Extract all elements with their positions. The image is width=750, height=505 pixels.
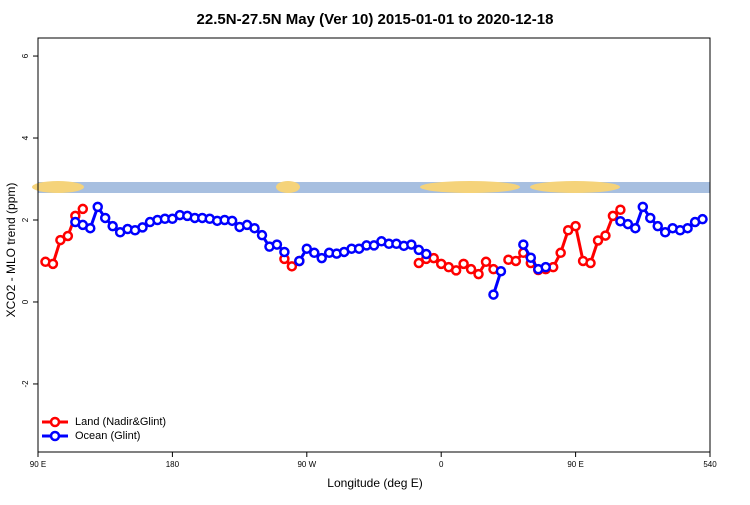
y-tick-label: -2: [21, 380, 30, 388]
y-tick-label: 4: [21, 135, 30, 140]
data-point: [465, 263, 477, 275]
data-point: [488, 289, 499, 300]
data-point: [62, 230, 74, 242]
map-strip: [32, 181, 710, 193]
data-point: [55, 234, 66, 246]
data-point: [77, 203, 89, 215]
data-point: [697, 213, 708, 225]
data-point: [428, 252, 439, 264]
data-point: [279, 246, 290, 258]
data-point: [495, 265, 507, 277]
plot-frame: [37, 37, 711, 453]
data-point: [510, 255, 522, 267]
data-point: [294, 255, 305, 267]
data-point: [600, 230, 611, 241]
data-point: [518, 239, 529, 250]
data-point: [271, 239, 283, 250]
data-point: [562, 224, 574, 236]
data-point: [368, 240, 380, 251]
data-point: [249, 222, 260, 234]
data-point: [413, 257, 425, 269]
y-tick-label: 6: [21, 53, 30, 58]
data-point: [286, 261, 298, 272]
data-point: [585, 257, 596, 269]
y-tick-label: 0: [21, 299, 30, 304]
data-point: [85, 222, 96, 234]
data-point: [107, 220, 118, 232]
legend-label: Ocean (Glint): [75, 430, 140, 442]
data-point: [406, 239, 417, 250]
x-tick-label: 0: [439, 460, 444, 469]
data-point: [309, 247, 320, 259]
data-point: [525, 252, 537, 263]
data-point: [652, 220, 663, 232]
data-point: [256, 229, 268, 241]
data-point: [570, 220, 581, 232]
data-point: [301, 243, 313, 254]
data-point: [316, 252, 327, 264]
data-point: [473, 268, 484, 280]
data-point: [645, 212, 656, 224]
data-point: [615, 204, 626, 215]
data-point: [682, 222, 693, 234]
data-point: [137, 222, 148, 233]
y-tick-label: 2: [21, 217, 30, 222]
x-tick-label: 90 E: [567, 460, 583, 469]
data-point: [421, 248, 432, 260]
data-point: [99, 212, 111, 224]
legend-marker: [49, 416, 61, 428]
x-tick-label: 540: [703, 460, 717, 469]
data-point: [226, 215, 238, 227]
legend-label: Land (Nadir&Glint): [75, 416, 166, 428]
data-point: [47, 258, 59, 270]
data-point: [555, 247, 566, 259]
data-point: [592, 235, 604, 246]
data-point: [458, 258, 469, 270]
x-tick-label: 90 E: [30, 460, 46, 469]
data-point: [607, 210, 619, 222]
data-point: [659, 227, 671, 238]
data-point: [450, 265, 462, 276]
data-point: [92, 201, 103, 213]
x-axis-label: Longitude (deg E): [327, 476, 422, 490]
data-point: [622, 218, 634, 230]
x-tick-label: 180: [166, 460, 180, 469]
data-point: [413, 244, 425, 256]
x-tick-label: 90 W: [297, 460, 316, 469]
y-axis-label: XCO2 - MLO trend (ppm): [4, 183, 18, 318]
chart-title: 22.5N-27.5N May (Ver 10) 2015-01-01 to 2…: [197, 11, 554, 28]
legend-marker: [49, 430, 61, 442]
data-point: [630, 222, 641, 234]
data-point: [637, 201, 649, 213]
data-point: [480, 256, 492, 268]
data-point: [540, 261, 551, 273]
